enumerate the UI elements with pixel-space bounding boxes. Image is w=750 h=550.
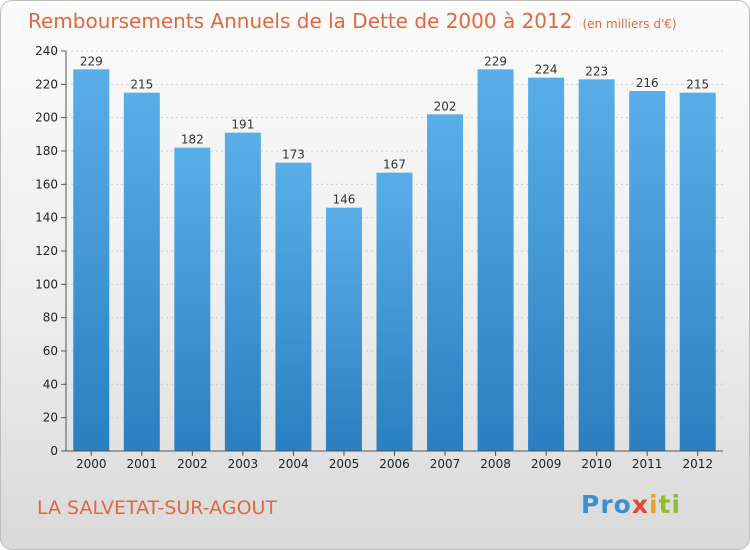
x-tick-label: 2007	[430, 457, 461, 471]
data-label: 146	[333, 193, 356, 207]
data-label: 173	[282, 148, 305, 162]
logo-part-i: i	[648, 490, 659, 519]
data-label: 182	[181, 133, 204, 147]
data-label: 229	[80, 54, 103, 68]
data-label: 167	[383, 158, 406, 172]
x-tick-label: 2011	[632, 457, 663, 471]
y-tick-label: 100	[35, 277, 58, 291]
data-label: 223	[585, 64, 608, 78]
x-tick-label: 2008	[480, 457, 511, 471]
bar	[629, 91, 666, 451]
data-label: 215	[130, 78, 153, 92]
bars	[73, 69, 716, 452]
bar	[73, 69, 110, 451]
x-tick-label: 2003	[228, 457, 259, 471]
x-tick-label: 2006	[379, 457, 410, 471]
x-tick-label: 2002	[177, 457, 208, 471]
commune-name: LA SALVETAT-SUR-AGOUT	[37, 497, 278, 519]
data-label: 215	[686, 78, 709, 92]
bar	[174, 147, 211, 451]
bar	[123, 92, 160, 452]
chart-title: Remboursements Annuels de la Dette de 20…	[28, 9, 677, 33]
data-label: 191	[231, 118, 254, 132]
bar	[325, 207, 362, 451]
y-tick-label: 140	[35, 211, 58, 225]
x-tick-label: 2004	[278, 457, 309, 471]
bar	[679, 92, 716, 452]
logo-part-pro: Pro	[581, 490, 632, 519]
y-tick-label: 0	[50, 444, 58, 458]
x-tick-label: 2005	[329, 457, 360, 471]
y-tick-label: 80	[43, 311, 58, 325]
y-tick-label: 60	[43, 344, 58, 358]
y-tick-label: 120	[35, 244, 58, 258]
bar	[477, 69, 514, 451]
chart-unit: (en milliers d'€)	[582, 17, 677, 31]
x-tick-label: 2012	[682, 457, 713, 471]
labels: 0 20 40 60 80 100 120 140 160 180 200 220 240 229 2000…	[35, 44, 713, 471]
y-tick-label: 40	[43, 377, 58, 391]
bar	[528, 77, 565, 452]
bar	[224, 132, 261, 451]
y-tick-label: 200	[35, 111, 58, 125]
chart-title-text: Remboursements Annuels de la Dette de 20…	[28, 9, 573, 33]
axes	[61, 50, 723, 456]
y-tick-label: 180	[35, 144, 58, 158]
data-label: 202	[434, 99, 457, 113]
y-tick-label: 160	[35, 177, 58, 191]
y-tick-label: 20	[43, 411, 58, 425]
y-tick-label: 240	[35, 44, 58, 58]
bar	[578, 79, 615, 451]
x-tick-label: 2000	[76, 457, 107, 471]
logo-part-x: x	[631, 490, 649, 519]
proxiti-logo: Proxiti	[581, 490, 681, 519]
bar	[376, 172, 413, 451]
data-label: 229	[484, 54, 507, 68]
y-tick-label: 220	[35, 77, 58, 91]
x-tick-label: 2009	[531, 457, 562, 471]
data-label: 216	[636, 76, 659, 90]
data-label: 224	[535, 63, 558, 77]
x-tick-label: 2001	[127, 457, 158, 471]
logo-part-ti: ti	[658, 490, 682, 519]
bar	[275, 162, 312, 451]
x-tick-label: 2010	[581, 457, 612, 471]
bar	[427, 114, 464, 451]
